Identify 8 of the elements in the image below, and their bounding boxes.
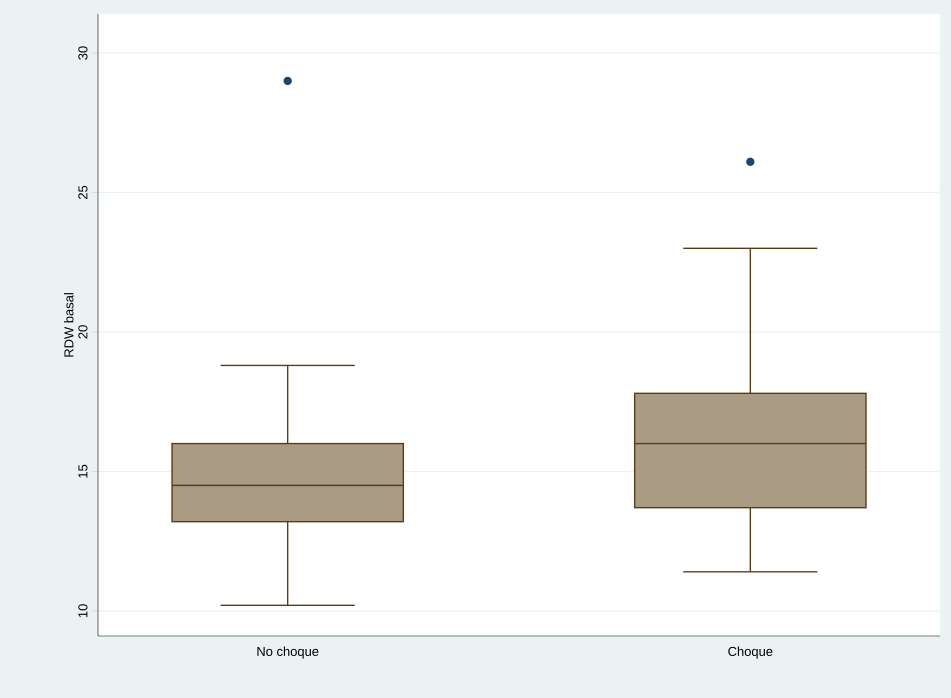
y-axis-title: RDW basal <box>64 293 74 357</box>
x-tick-label: No choque <box>257 646 318 659</box>
y-tick-label: 25 <box>78 186 88 200</box>
x-tick-label: Choque <box>728 646 772 659</box>
y-tick-label: 20 <box>78 325 88 339</box>
y-tick-label: 15 <box>78 464 88 478</box>
y-tick-label: 10 <box>78 604 88 618</box>
y-tick-label: 30 <box>78 46 88 60</box>
